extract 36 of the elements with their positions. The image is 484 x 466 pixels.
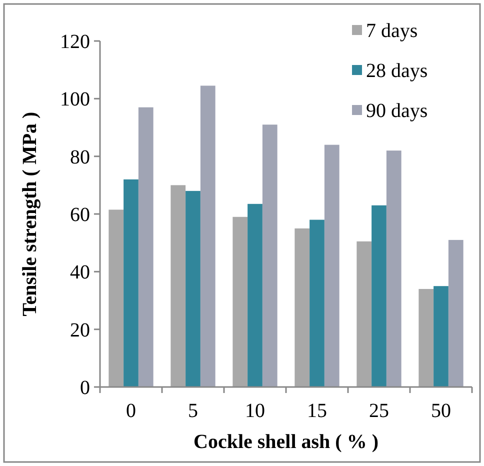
x-tick-label: 10	[245, 400, 265, 422]
x-tick-label: 5	[188, 400, 198, 422]
bar	[124, 179, 138, 387]
legend-label: 90 days	[366, 100, 428, 122]
bar	[248, 204, 262, 387]
bar	[324, 144, 340, 387]
bar	[108, 210, 124, 387]
x-tick-label: 25	[369, 400, 389, 422]
y-tick-label: 80	[70, 146, 90, 168]
bar	[262, 124, 278, 387]
bar	[200, 86, 216, 387]
y-tick-label: 0	[80, 377, 90, 399]
x-tick-label: 15	[307, 400, 327, 422]
bar	[434, 286, 448, 387]
bar	[372, 205, 386, 387]
bar	[138, 107, 154, 387]
y-tick-label: 40	[70, 262, 90, 284]
y-tick-label: 20	[70, 319, 90, 342]
bar	[294, 228, 310, 387]
x-axis-title: Cockle shell ash ( % )	[194, 431, 378, 453]
bar	[232, 216, 248, 387]
bar	[418, 288, 434, 387]
x-tick-label: 50	[431, 400, 451, 422]
bar	[386, 150, 402, 387]
bar	[170, 185, 186, 387]
bar	[448, 240, 464, 387]
x-tick-label: 0	[126, 400, 136, 422]
y-tick-label: 120	[60, 31, 90, 53]
legend-label: 28 days	[366, 60, 428, 82]
bar	[186, 190, 200, 387]
legend-label: 7 days	[366, 20, 418, 42]
y-axis-title: Tensile strength ( MPa )	[19, 112, 41, 316]
bar	[310, 220, 324, 387]
bar	[356, 241, 372, 387]
y-tick-label: 100	[60, 88, 90, 111]
y-tick-label: 60	[70, 204, 90, 226]
